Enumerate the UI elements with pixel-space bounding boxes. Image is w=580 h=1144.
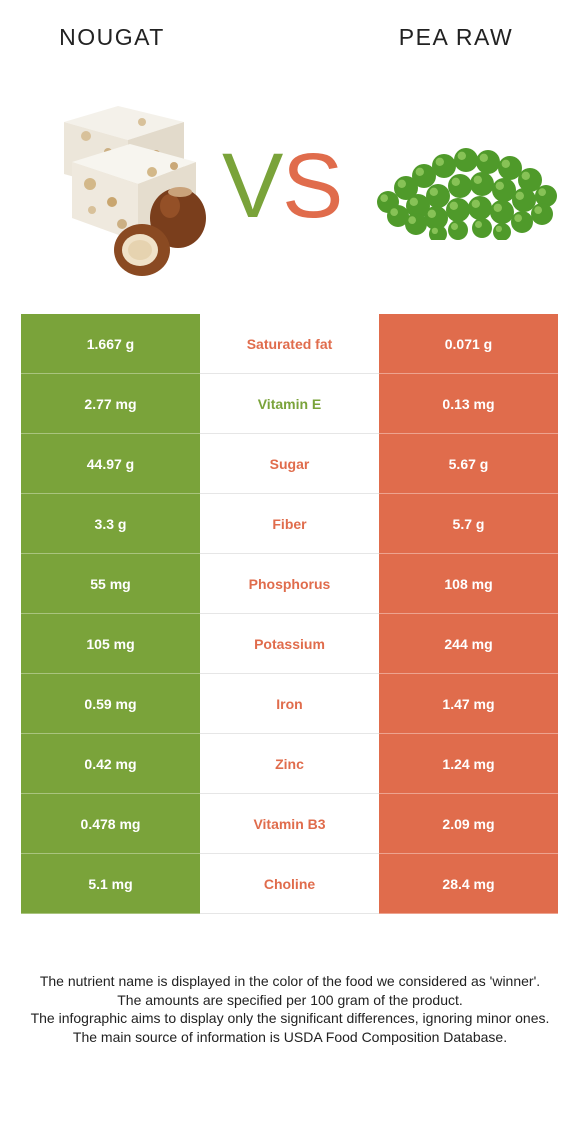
pea <box>448 220 468 240</box>
pea-highlight <box>431 227 438 234</box>
pea <box>426 184 450 208</box>
pea <box>446 198 470 222</box>
table-row: 1.667 g Saturated fat 0.071 g <box>21 314 558 374</box>
pea <box>511 211 533 233</box>
pea-highlight <box>521 171 530 180</box>
pea-highlight <box>479 153 488 162</box>
nutrient-name-cell: Vitamin E <box>200 374 379 434</box>
pea <box>490 200 514 224</box>
pea-highlight <box>514 214 522 222</box>
right-value-cell: 1.47 mg <box>379 674 558 734</box>
table-row: 0.42 mg Zinc 1.24 mg <box>21 734 558 794</box>
pea-highlight <box>501 159 510 168</box>
right-value-cell: 108 mg <box>379 554 558 614</box>
versus-label: V S <box>222 136 358 236</box>
nutrient-name-cell: Zinc <box>200 734 379 794</box>
pea <box>531 203 553 225</box>
pea-highlight <box>451 177 460 186</box>
footnote-winner-color: The nutrient name is displayed in the co… <box>39 973 541 989</box>
pea-highlight <box>471 199 480 208</box>
table-row: 0.478 mg Vitamin B3 2.09 mg <box>21 794 558 854</box>
pea <box>472 218 492 238</box>
left-value-cell: 44.97 g <box>21 434 200 494</box>
peas-image <box>377 148 557 240</box>
footnotes: The nutrient name is displayed in the co… <box>14 972 566 1046</box>
pea-highlight <box>495 225 502 232</box>
left-value-cell: 0.42 mg <box>21 734 200 794</box>
pea-highlight <box>538 188 546 196</box>
pea-highlight <box>397 179 406 188</box>
nutrient-name-cell: Phosphorus <box>200 554 379 614</box>
nutrient-name-cell: Iron <box>200 674 379 734</box>
right-value-cell: 28.4 mg <box>379 854 558 914</box>
pea <box>498 156 522 180</box>
nutrient-name-cell: Saturated fat <box>200 314 379 374</box>
pea <box>512 188 536 212</box>
right-value-cell: 244 mg <box>379 614 558 674</box>
left-value-cell: 5.1 mg <box>21 854 200 914</box>
pea-highlight <box>475 221 482 228</box>
pea-highlight <box>380 194 388 202</box>
right-food-title: PEA RAW <box>398 24 514 50</box>
right-value-cell: 5.7 g <box>379 494 558 554</box>
nutrient-name-cell: Sugar <box>200 434 379 494</box>
nutrient-comparison-table: 1.667 g Saturated fat 0.071 g 2.77 mg Vitami… <box>21 314 558 914</box>
pea-highlight <box>435 157 444 166</box>
nutrient-name-cell: Choline <box>200 854 379 914</box>
right-value-cell: 0.071 g <box>379 314 558 374</box>
right-value-cell: 0.13 mg <box>379 374 558 434</box>
pea <box>432 154 456 178</box>
left-value-cell: 0.59 mg <box>21 674 200 734</box>
left-value-cell: 55 mg <box>21 554 200 614</box>
table-row: 0.59 mg Iron 1.47 mg <box>21 674 558 734</box>
pea-highlight <box>409 197 418 206</box>
nutrient-name-cell: Potassium <box>200 614 379 674</box>
pea <box>476 150 500 174</box>
pea-highlight <box>495 181 504 190</box>
pea <box>405 213 427 235</box>
left-food-title: NOUGAT <box>59 24 165 50</box>
right-value-cell: 5.67 g <box>379 434 558 494</box>
table-row: 44.97 g Sugar 5.67 g <box>21 434 558 494</box>
pea-highlight <box>493 203 502 212</box>
footnote-source: The main source of information is USDA F… <box>72 1028 508 1045</box>
pea-highlight <box>449 201 458 210</box>
left-value-cell: 0.478 mg <box>21 794 200 854</box>
left-value-cell: 3.3 g <box>21 494 200 554</box>
footnote-amounts: The amounts are specified per 100 gram o… <box>117 991 463 1008</box>
table-row: 2.77 mg Vitamin E 0.13 mg <box>21 374 558 434</box>
pea-highlight <box>534 206 542 214</box>
pea-highlight <box>408 216 416 224</box>
pea-highlight <box>427 209 436 218</box>
pea-highlight <box>457 151 466 160</box>
footnote-significance: The infographic aims to display only the… <box>30 1010 550 1026</box>
vs-v-letter: V <box>222 135 284 237</box>
pea <box>470 172 494 196</box>
nutrient-name-cell: Fiber <box>200 494 379 554</box>
pea-highlight <box>415 167 424 176</box>
pea-highlight <box>429 187 438 196</box>
nutrient-name-cell: Vitamin B3 <box>200 794 379 854</box>
pea <box>454 148 478 172</box>
left-value-cell: 2.77 mg <box>21 374 200 434</box>
table-row: 105 mg Potassium 244 mg <box>21 614 558 674</box>
right-value-cell: 1.24 mg <box>379 734 558 794</box>
left-value-cell: 1.667 g <box>21 314 200 374</box>
left-value-cell: 105 mg <box>21 614 200 674</box>
table-row: 55 mg Phosphorus 108 mg <box>21 554 558 614</box>
pea-highlight <box>451 223 458 230</box>
table-row: 3.3 g Fiber 5.7 g <box>21 494 558 554</box>
pea <box>448 174 472 198</box>
pea-highlight <box>390 208 398 216</box>
pea-highlight <box>473 175 482 184</box>
pea <box>493 223 511 240</box>
right-value-cell: 2.09 mg <box>379 794 558 854</box>
pea-highlight <box>515 191 524 200</box>
vs-s-letter: S <box>282 135 344 237</box>
pea <box>468 196 492 220</box>
table-row: 5.1 mg Choline 28.4 mg <box>21 854 558 914</box>
nougat-image <box>64 106 206 276</box>
